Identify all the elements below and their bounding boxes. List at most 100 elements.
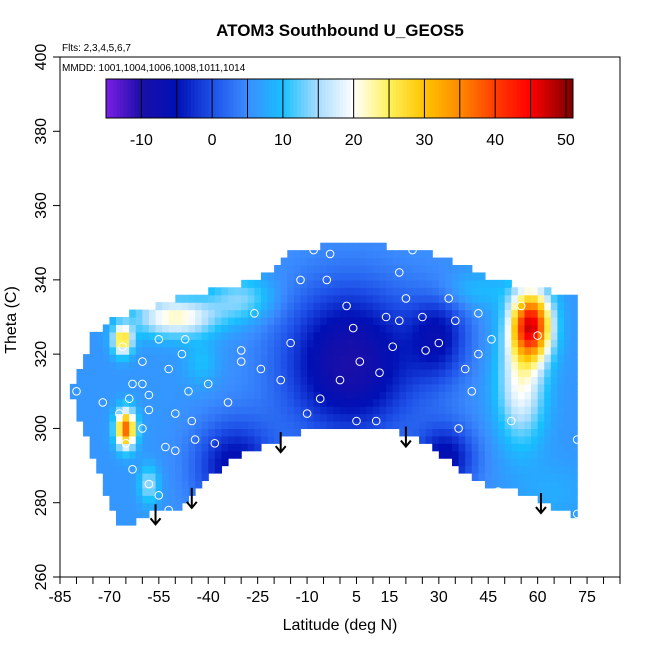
field-cell — [162, 458, 170, 467]
field-cell — [419, 413, 427, 422]
field-cell — [537, 458, 545, 467]
field-cell — [537, 294, 545, 303]
field-cell — [465, 406, 473, 415]
field-cell — [452, 413, 460, 422]
field-cell — [564, 435, 572, 444]
field-cell — [188, 376, 196, 385]
field-cell — [254, 279, 262, 288]
field-cell — [280, 346, 288, 355]
field-cell — [386, 250, 394, 259]
field-cell — [392, 324, 400, 333]
colorbar-cell — [282, 79, 287, 118]
field-cell — [379, 398, 387, 407]
field-cell — [241, 369, 249, 378]
field-cell — [221, 435, 229, 444]
field-cell — [550, 361, 559, 370]
field-cell — [458, 287, 466, 296]
field-cell — [188, 294, 196, 303]
field-cell — [135, 458, 143, 467]
field-cell — [195, 443, 203, 452]
field-cell — [498, 302, 506, 311]
field-cell — [484, 287, 493, 296]
field-cell — [550, 309, 559, 318]
field-cell — [181, 428, 190, 437]
field-cell — [557, 406, 565, 415]
field-cell — [531, 413, 539, 422]
field-cell — [300, 413, 308, 422]
field-cell — [478, 361, 486, 370]
field-cell — [471, 287, 479, 296]
field-cell — [142, 502, 150, 511]
field-cell — [550, 354, 559, 363]
field-cell — [241, 361, 249, 370]
field-cell — [320, 346, 328, 355]
field-cell — [399, 346, 407, 355]
field-cell — [162, 443, 170, 452]
field-cell — [175, 450, 183, 459]
field-cell — [254, 354, 262, 363]
field-cell — [452, 317, 460, 326]
field-cell — [280, 272, 288, 281]
field-cell — [102, 450, 111, 459]
field-cell — [405, 250, 414, 259]
field-cell — [419, 294, 427, 303]
field-cell — [550, 487, 559, 496]
field-cell — [517, 443, 526, 452]
field-cell — [168, 458, 176, 467]
field-cell — [89, 413, 97, 422]
field-cell — [517, 339, 526, 348]
field-cell — [116, 487, 124, 496]
field-cell — [162, 302, 170, 311]
field-cell — [524, 302, 532, 311]
field-cell — [438, 428, 447, 437]
field-cell — [142, 376, 150, 385]
field-cell — [399, 302, 407, 311]
field-cell — [531, 287, 539, 296]
field-cell — [214, 465, 223, 474]
field-cell — [142, 421, 150, 430]
field-cell — [175, 443, 183, 452]
field-cell — [326, 346, 335, 355]
field-cell — [438, 376, 447, 385]
field-cell — [484, 317, 493, 326]
field-cell — [274, 361, 282, 370]
field-cell — [478, 346, 486, 355]
field-cell — [260, 413, 269, 422]
field-cell — [458, 413, 466, 422]
field-cell — [181, 369, 190, 378]
field-cell — [498, 317, 506, 326]
field-cell — [478, 383, 486, 392]
colorbar-cell — [558, 79, 563, 118]
field-cell — [405, 265, 414, 274]
field-cell — [537, 383, 545, 392]
field-cell — [122, 406, 130, 415]
field-cell — [201, 331, 209, 340]
field-cell — [260, 346, 269, 355]
field-cell — [537, 391, 545, 400]
field-cell — [399, 250, 407, 259]
field-cell — [175, 502, 183, 511]
colorbar-cell — [544, 79, 549, 118]
field-cell — [214, 369, 223, 378]
field-cell — [346, 242, 354, 251]
field-cell — [135, 331, 143, 340]
observation-point — [180, 335, 190, 344]
field-cell — [524, 309, 532, 318]
field-cell — [142, 510, 150, 519]
field-cell — [320, 250, 328, 259]
field-cell — [524, 391, 532, 400]
colorbar-tick-label: 10 — [274, 132, 292, 149]
field-cell — [195, 406, 203, 415]
field-cell — [465, 369, 473, 378]
field-cell — [300, 421, 308, 430]
field-cell — [168, 391, 176, 400]
field-cell — [511, 465, 519, 474]
field-cell — [491, 324, 499, 333]
field-cell — [287, 309, 295, 318]
field-cell — [504, 279, 512, 288]
field-cell — [544, 473, 552, 482]
field-cell — [517, 406, 526, 415]
field-cell — [458, 450, 466, 459]
field-cell — [168, 480, 176, 489]
field-cell — [307, 398, 315, 407]
